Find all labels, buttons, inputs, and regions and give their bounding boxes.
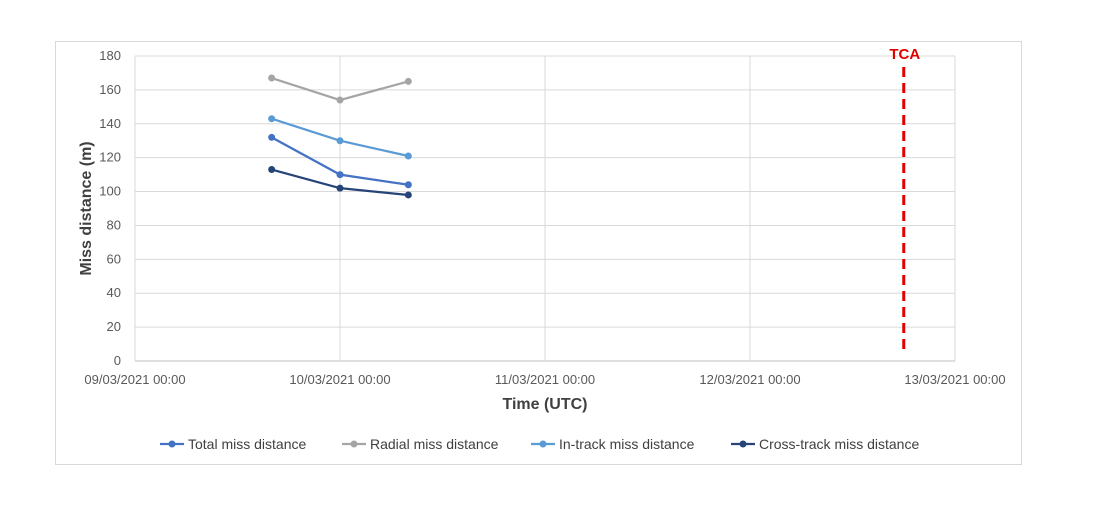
y-axis-title: Miss distance (m) [78,141,95,275]
data-point [336,96,344,104]
data-point [268,133,276,141]
data-point [336,171,344,179]
y-tick-label: 160 [99,82,121,97]
y-tick-label: 80 [107,217,121,232]
legend-label: Cross-track miss distance [759,436,919,452]
x-tick-label: 10/03/2021 00:00 [289,372,390,387]
y-tick-label: 0 [114,353,121,368]
y-tick-label: 180 [99,48,121,63]
y-axis-ticks: 0 20 40 60 80 100 120 140 160 180 [99,48,121,368]
data-point [404,152,412,160]
legend: Total miss distance Radial miss distance I… [160,436,919,452]
data-point [404,77,412,85]
data-point [336,184,344,192]
data-point [336,137,344,145]
annotations: TCA [889,46,920,354]
x-tick-label: 13/03/2021 00:00 [904,372,1005,387]
legend-label: In-track miss distance [559,436,695,452]
chart-area [55,41,1022,465]
series-lines [268,74,412,199]
data-point [268,115,276,123]
data-point [404,181,412,189]
grid-lines [134,55,956,362]
tca-label: TCA [889,46,920,63]
legend-swatch-marker [739,440,747,448]
data-point [268,166,276,174]
y-tick-label: 60 [107,251,121,266]
x-tick-label: 11/03/2021 00:00 [495,372,595,387]
x-axis-title: Time (UTC) [502,396,587,413]
y-tick-label: 20 [107,319,121,334]
legend-swatch-marker [539,440,547,448]
x-axis-ticks: 09/03/2021 00:00 10/03/2021 00:00 11/03/20… [84,372,1005,387]
y-tick-label: 120 [99,150,121,165]
x-tick-label: 12/03/2021 00:00 [699,372,800,387]
x-tick-label: 09/03/2021 00:00 [84,372,185,387]
legend-swatch-marker [350,440,358,448]
y-tick-label: 40 [107,285,121,300]
legend-swatch-marker [168,440,176,448]
legend-label: Radial miss distance [370,436,499,452]
data-point [404,191,412,199]
data-point [268,74,276,82]
y-tick-label: 140 [99,116,121,131]
y-tick-label: 100 [99,184,121,199]
legend-label: Total miss distance [188,436,306,452]
